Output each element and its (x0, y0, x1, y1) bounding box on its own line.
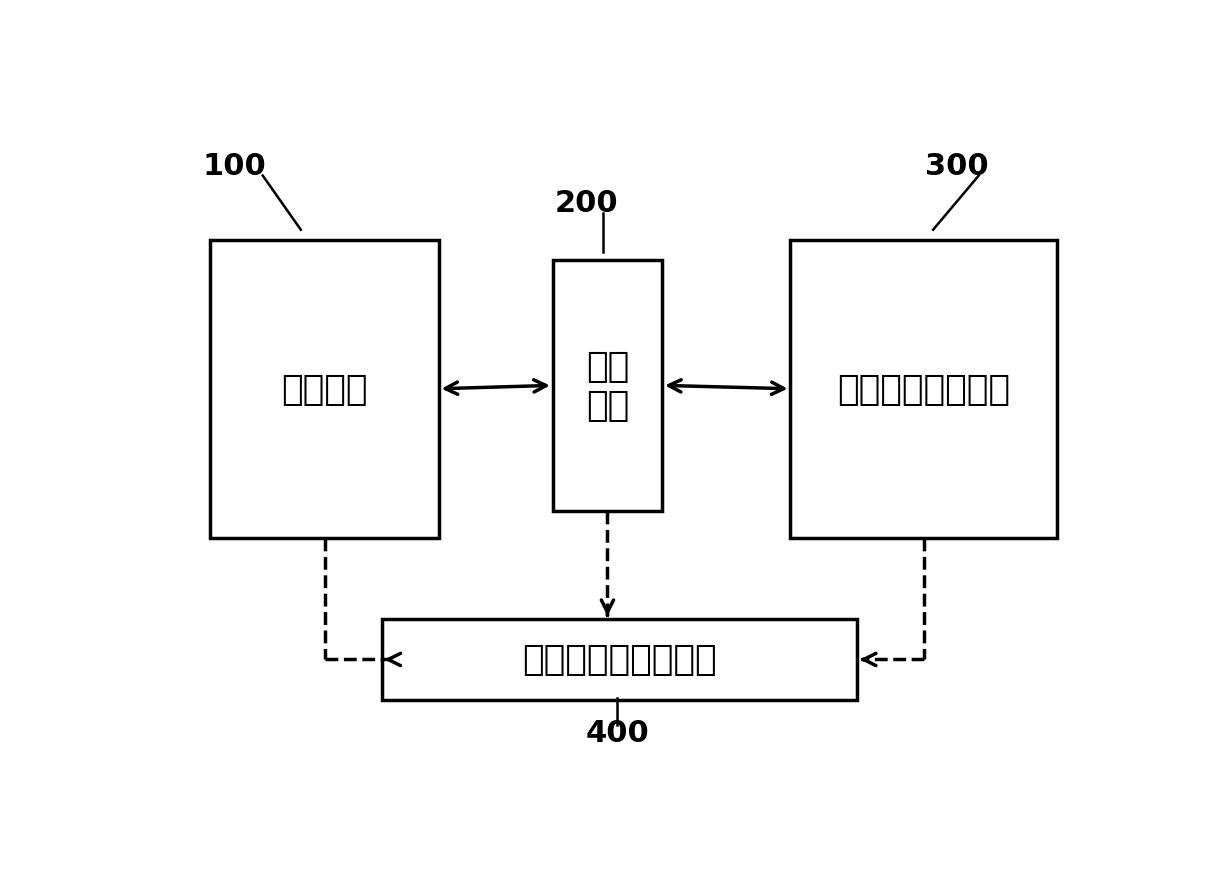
Bar (382, 619, 856, 701)
Text: 100: 100 (202, 152, 266, 181)
Text: 连接
装置: 连接 装置 (585, 349, 629, 422)
Text: 外置热管理控制装置: 外置热管理控制装置 (521, 643, 717, 677)
Text: 电池系统: 电池系统 (281, 372, 368, 407)
Text: 外置冷热供给系统: 外置冷热供给系统 (837, 372, 1010, 407)
Bar (552, 261, 663, 511)
Text: 400: 400 (585, 718, 649, 747)
Bar (211, 241, 439, 538)
Text: 300: 300 (925, 152, 989, 181)
Bar (790, 241, 1056, 538)
Text: 200: 200 (555, 189, 618, 218)
